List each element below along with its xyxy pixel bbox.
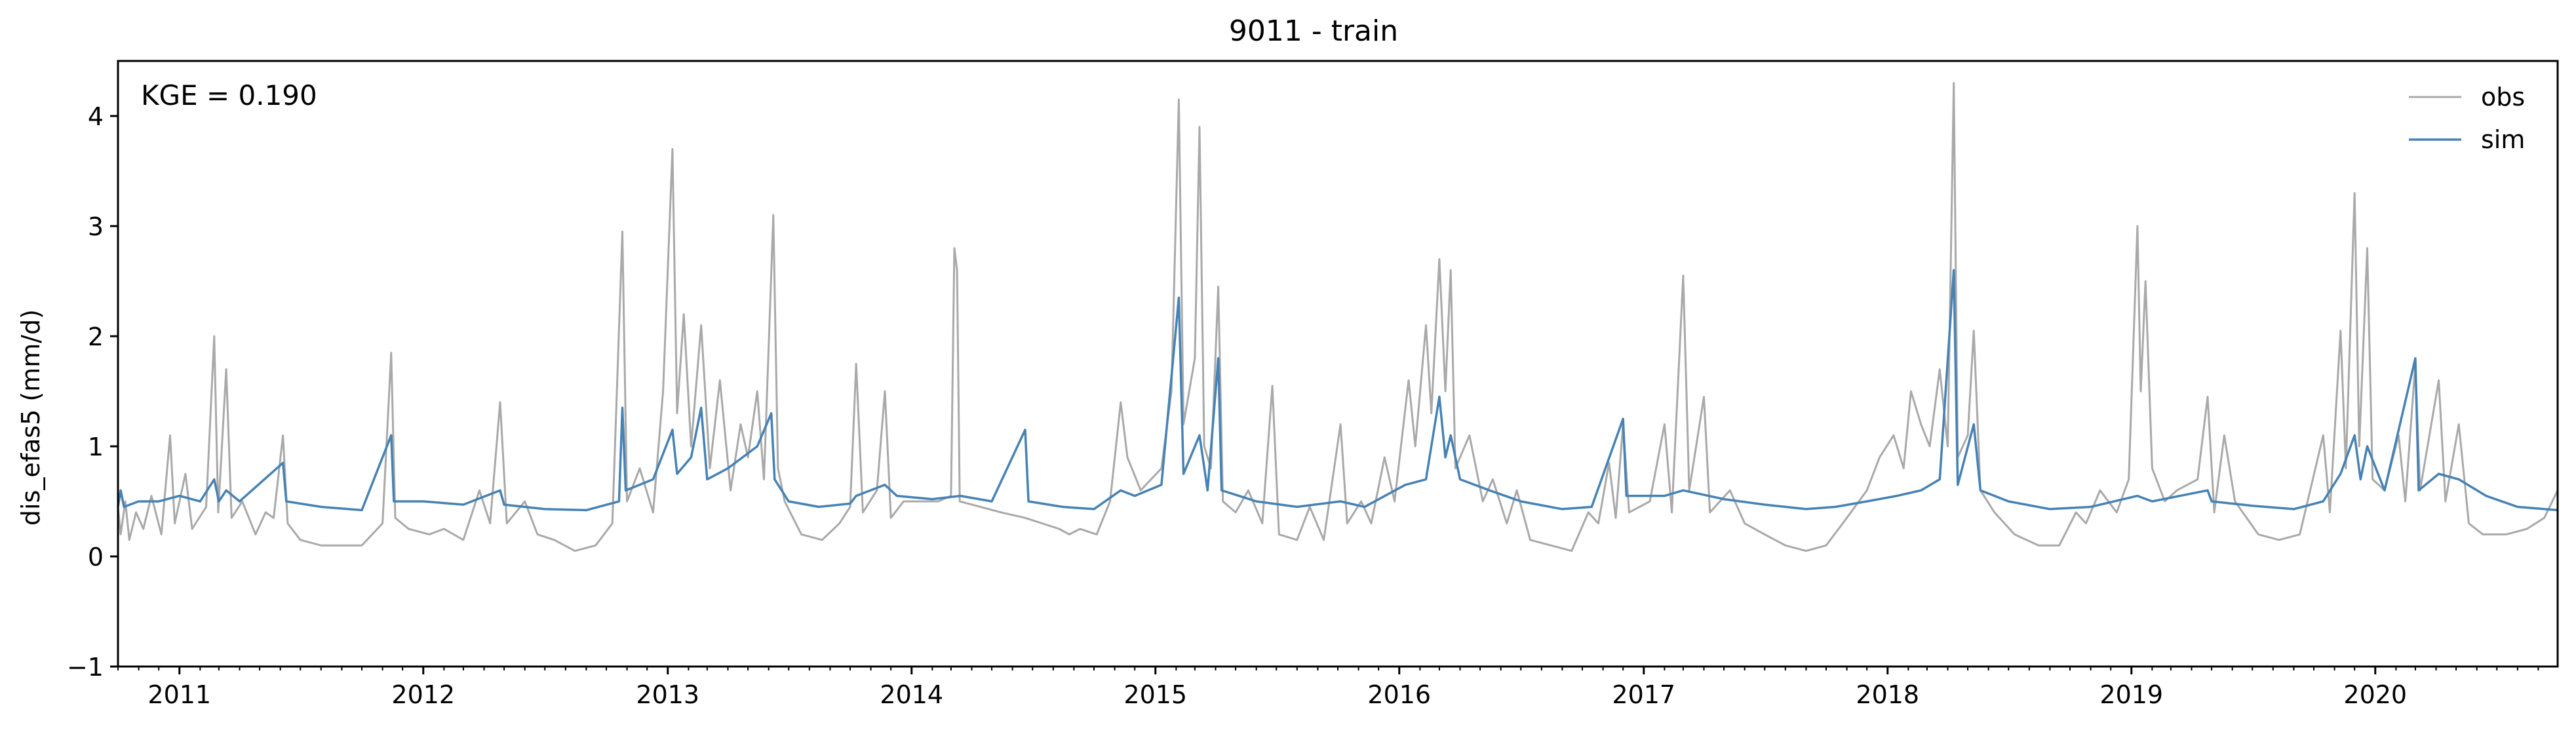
y-tick-label: 3 xyxy=(88,212,104,241)
x-tick-label: 2013 xyxy=(636,680,699,709)
y-tick-label: −1 xyxy=(67,653,104,682)
x-tick-label: 2015 xyxy=(1123,680,1187,709)
series-layer xyxy=(117,82,2559,552)
x-tick-label: 2017 xyxy=(1612,680,1675,709)
x-axis: 2011 2012 2013 2014 2015 2016 2017 2018 2019 2020 xyxy=(117,667,2539,709)
chart-title: 9011 - train xyxy=(1229,14,1398,48)
y-tick-label: 2 xyxy=(88,322,104,351)
x-tick-label: 2019 xyxy=(2099,680,2163,709)
y-axis-label: dis_efas5 (mm/d) xyxy=(16,309,45,526)
legend-label-obs: obs xyxy=(2481,83,2525,111)
y-tick-label: 1 xyxy=(88,433,104,461)
x-tick-label: 2012 xyxy=(391,680,455,709)
x-tick-label: 2014 xyxy=(880,680,943,709)
kge-annotation: KGE = 0.190 xyxy=(141,79,317,111)
series-line-obs xyxy=(117,82,2559,552)
y-axis: −1 0 1 2 3 4 xyxy=(67,102,118,682)
x-tick-label: 2011 xyxy=(147,680,211,709)
plot-area xyxy=(117,60,2559,668)
legend: obs sim xyxy=(2409,83,2525,154)
legend-label-sim: sim xyxy=(2481,125,2525,154)
y-tick-label: 0 xyxy=(88,543,104,571)
y-tick-label: 4 xyxy=(88,102,104,131)
series-line-sim xyxy=(117,269,2558,512)
x-tick-label: 2020 xyxy=(2343,680,2407,709)
plot-frame xyxy=(117,60,2559,668)
x-tick-label: 2016 xyxy=(1367,680,1431,709)
x-tick-label: 2018 xyxy=(1856,680,1919,709)
